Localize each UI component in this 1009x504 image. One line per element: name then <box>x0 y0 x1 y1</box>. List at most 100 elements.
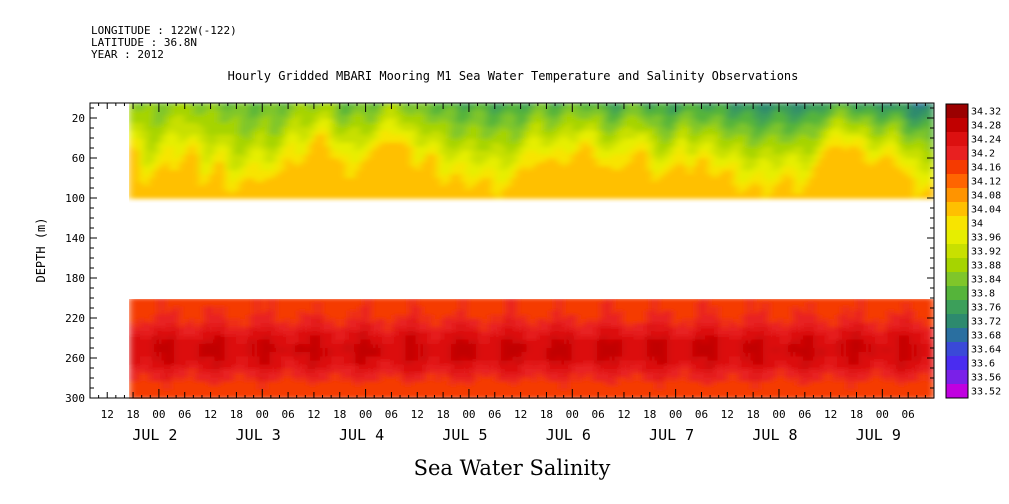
heat-cell <box>793 162 799 168</box>
heat-cell <box>169 146 175 152</box>
heat-cell <box>385 182 392 187</box>
heat-cell <box>330 142 336 148</box>
heat-cell <box>410 194 417 199</box>
heat-cell <box>163 323 170 328</box>
heat-cell <box>420 174 427 180</box>
heat-cell <box>299 142 306 148</box>
heat-cell <box>229 158 236 164</box>
heat-cell <box>129 302 135 308</box>
heat-cell <box>138 339 145 345</box>
heat-cell <box>828 186 835 191</box>
heat-cell <box>385 122 392 128</box>
heat-cell <box>702 134 709 140</box>
heat-cell <box>143 335 150 341</box>
heat-cell <box>420 103 427 108</box>
heat-cell <box>536 186 543 191</box>
heat-cell <box>209 318 216 324</box>
heat-cell <box>340 339 346 345</box>
heat-cell <box>133 377 140 383</box>
heat-cell <box>229 122 236 128</box>
heat-cell <box>289 114 296 120</box>
heat-cell <box>355 348 362 353</box>
heat-cell <box>798 190 804 195</box>
heat-cell <box>657 146 664 152</box>
heat-cell <box>204 368 211 374</box>
heat-cell <box>304 154 311 160</box>
heat-cell <box>511 158 518 164</box>
heat-cell <box>823 170 830 176</box>
heat-cell <box>621 158 628 164</box>
heat-cell <box>415 122 422 128</box>
heat-cell <box>470 110 477 116</box>
heat-cell <box>788 146 794 152</box>
heat-cell <box>777 130 784 136</box>
heat-cell <box>234 352 241 358</box>
heat-cell <box>511 126 518 132</box>
heat-cell <box>355 174 362 180</box>
heat-cell <box>330 381 336 387</box>
heat-cell <box>133 118 140 124</box>
heat-cell <box>345 381 351 387</box>
heat-cell <box>737 114 744 120</box>
heat-cell <box>289 306 296 312</box>
heat-cell <box>888 122 895 128</box>
heat-cell <box>798 103 804 108</box>
heat-cell <box>757 150 764 156</box>
heat-cell <box>189 142 195 148</box>
heat-cell <box>576 118 583 124</box>
heat-cell <box>632 166 638 172</box>
heat-cell <box>264 166 271 172</box>
heat-cell <box>783 162 789 168</box>
heat-cell <box>274 158 281 164</box>
heat-cell <box>153 158 160 164</box>
heat-cell <box>858 126 865 132</box>
heat-cell <box>808 130 815 136</box>
heat-cell <box>189 166 195 172</box>
heat-cell <box>214 352 221 358</box>
heat-cell <box>189 130 195 136</box>
heat-cell <box>194 368 201 374</box>
heat-cell <box>551 103 558 108</box>
heat-cell <box>224 327 231 333</box>
heat-cell <box>163 174 170 180</box>
heat-cell <box>224 166 231 172</box>
heat-cell <box>345 364 351 370</box>
heat-cell <box>591 182 598 187</box>
heat-cell <box>244 186 251 191</box>
heat-cell <box>918 138 925 144</box>
heat-cell <box>314 154 321 160</box>
heat-cell <box>425 154 432 160</box>
heat-cell <box>289 302 296 308</box>
heat-cell <box>169 190 175 195</box>
heat-cell <box>531 166 538 172</box>
heat-cell <box>304 377 311 383</box>
heat-cell <box>289 381 296 387</box>
heat-cell <box>138 118 145 124</box>
heat-cell <box>732 158 739 164</box>
heat-cell <box>133 162 140 168</box>
heat-cell <box>893 138 900 144</box>
heat-cell <box>174 331 180 337</box>
heat-cell <box>204 142 211 148</box>
heat-cell <box>395 174 402 180</box>
heat-cell <box>486 170 492 176</box>
heat-cell <box>506 110 513 116</box>
heat-cell <box>536 162 543 168</box>
heat-cell <box>828 166 835 172</box>
heat-cell <box>133 114 140 120</box>
heat-cell <box>199 174 206 180</box>
heat-cell <box>330 103 336 108</box>
heat-cell <box>345 178 351 183</box>
heat-cell <box>637 150 643 156</box>
heat-cell <box>878 122 885 128</box>
heat-cell <box>611 146 618 152</box>
heat-cell <box>264 182 271 187</box>
heat-cell <box>294 389 301 395</box>
heat-cell <box>320 339 326 345</box>
heat-cell <box>687 194 694 199</box>
heat-cell <box>219 360 226 366</box>
heat-cell <box>320 343 326 349</box>
heat-cell <box>234 158 241 164</box>
heat-cell <box>601 142 608 148</box>
heat-cell <box>803 194 809 199</box>
